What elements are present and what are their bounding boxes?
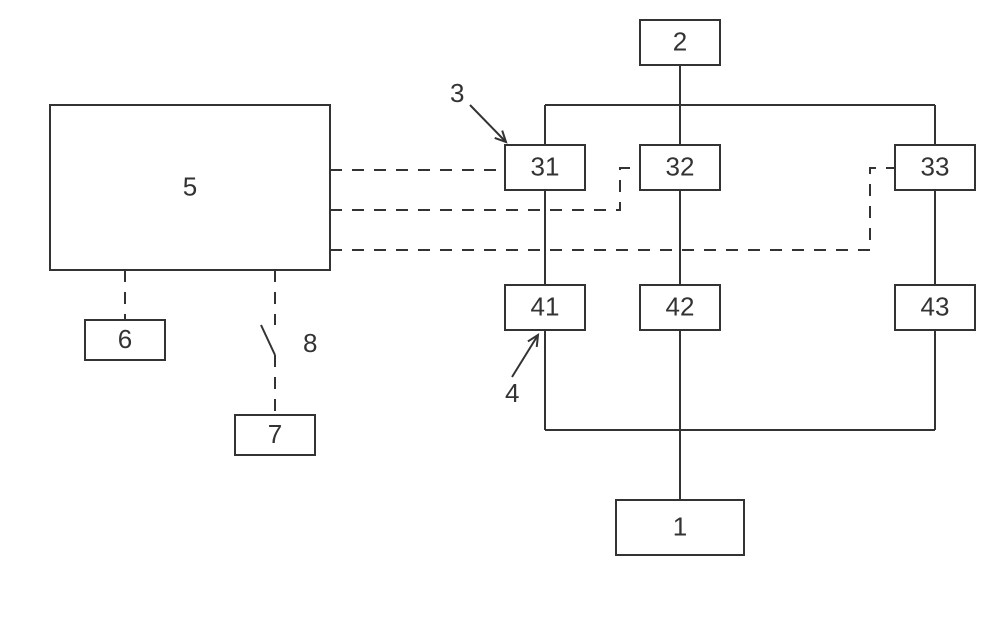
annotation-8: 8	[303, 328, 317, 358]
block-label-42: 42	[666, 291, 695, 321]
annotation-arrow-4	[512, 335, 538, 377]
block-label-7: 7	[268, 419, 282, 449]
block-label-31: 31	[531, 151, 560, 181]
block-label-2: 2	[673, 26, 687, 56]
block-label-43: 43	[921, 291, 950, 321]
block-label-6: 6	[118, 324, 132, 354]
block-label-1: 1	[673, 511, 687, 541]
annotation-4: 4	[505, 378, 519, 408]
block-label-41: 41	[531, 291, 560, 321]
block-label-33: 33	[921, 151, 950, 181]
control-line	[330, 168, 895, 250]
switch-contact	[261, 325, 275, 355]
block-label-5: 5	[183, 171, 197, 201]
annotation-arrow-3	[470, 105, 506, 142]
block-label-32: 32	[666, 151, 695, 181]
control-line	[330, 168, 640, 210]
annotation-3: 3	[450, 78, 464, 108]
